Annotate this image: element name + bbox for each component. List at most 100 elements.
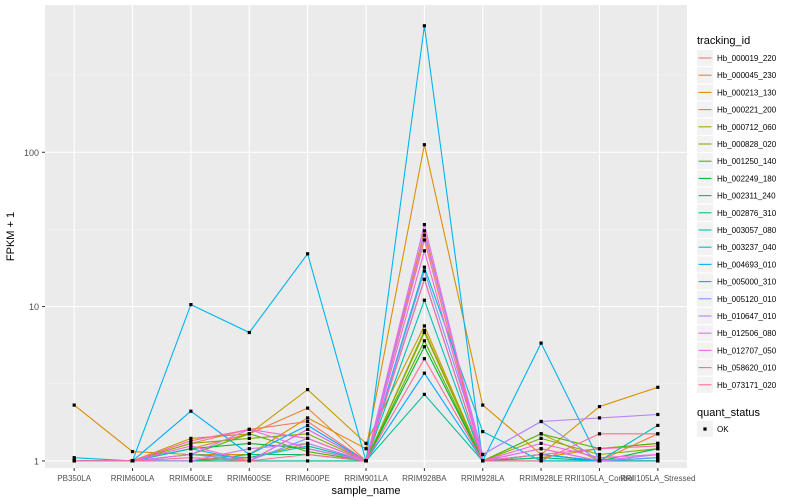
y-tick-label: 1 [34,456,39,466]
data-point [189,441,193,445]
data-point [130,459,135,463]
legend-label: Hb_073171_020 [717,381,777,390]
data-point [539,419,543,424]
data-point [539,436,543,440]
legend-label: Hb_000712_060 [717,123,777,132]
data-point [306,416,310,420]
data-point [656,441,660,445]
data-point [247,447,251,451]
data-point [422,265,426,269]
data-point [247,456,251,460]
data-point [481,459,485,463]
data-point [539,452,543,457]
data-point [364,459,368,463]
data-point [306,432,310,436]
data-point [306,441,310,445]
legend-label: Hb_000019_220 [717,54,777,63]
data-point [364,441,368,445]
data-point [597,405,602,409]
data-point [422,277,426,281]
data-point [72,459,76,463]
shape-legend-title: quant_status [697,407,760,419]
data-point [422,371,426,375]
data-point [189,409,193,413]
data-point [189,452,193,457]
data-point [656,459,660,463]
data-point [539,447,543,451]
x-tick-label: PB350LA [57,474,91,483]
data-point [422,233,426,237]
data-point [247,441,251,445]
x-tick-label: RRIM600SE [227,474,271,483]
data-point [306,450,310,454]
data-point [656,412,660,417]
data-point [306,436,310,440]
data-point [539,341,543,345]
legend-label: Hb_000828_020 [717,140,777,149]
data-point [422,330,426,335]
legend-title: tracking_id [697,35,750,47]
data-point [364,447,368,451]
data-point [422,249,426,253]
data-point [247,427,251,431]
data-points [72,24,660,463]
x-tick-label: RRII105LA_Stressed [620,474,695,483]
shape-legend-marker [703,427,707,431]
legend-label: Hb_058620_010 [717,364,777,373]
legend-label: Hb_001250_140 [717,157,777,166]
x-tick-label: RRII105LA_Control [565,474,635,483]
data-point [247,452,251,457]
legend-label: Hb_000045_230 [717,71,777,80]
data-point [481,430,485,434]
data-point [306,406,310,410]
legend: tracking_id Hb_000019_220 Hb_000045_230 Hb… [697,35,777,393]
data-point [189,459,193,463]
data-point [306,447,310,451]
data-point [656,447,660,451]
data-point [72,456,76,460]
data-point [539,432,543,436]
legend-label: Hb_002311_240 [717,192,776,201]
data-point [539,441,543,445]
data-point [656,385,660,389]
y-axis: 1 10 100 [24,148,45,466]
data-point [597,456,602,460]
data-point [539,459,543,463]
data-point [656,452,660,457]
data-point [422,339,426,343]
data-point [189,303,193,307]
x-tick-label: RRIM928LA [461,474,505,483]
data-point [247,432,251,436]
data-point [189,439,193,443]
data-point [481,403,485,407]
data-point [422,324,426,328]
x-tick-label: RRIM600LE [169,474,213,483]
legend-items: Hb_000019_220 Hb_000045_230 Hb_000213_130 H… [697,50,777,393]
data-point [306,388,310,392]
data-point [247,459,251,463]
legend-label: Hb_005000_310 [717,278,777,287]
legend-label: Hb_004693_010 [717,260,777,269]
data-point [656,423,660,427]
legend-label: Hb_000221_200 [717,106,777,115]
shape-legend: quant_status OK [697,407,760,437]
legend-label: Hb_003237_040 [717,243,777,252]
data-point [422,223,426,227]
x-axis: PB350LA RRIM600LA RRIM600LE RRIM600SE RRIM60… [57,468,695,483]
grid [45,5,687,468]
data-point [189,456,193,460]
y-tick-label: 10 [29,302,39,312]
data-point [422,328,426,333]
data-point [189,447,193,451]
data-point [422,24,426,28]
data-point [656,444,660,448]
data-point [189,444,193,448]
x-tick-label: RRIM600LA [111,474,155,483]
y-axis-label: FPKM + 1 [5,212,17,261]
x-tick-label: RRIM928LE [519,474,563,483]
data-point [422,238,426,242]
y-tick-label: 100 [24,148,39,158]
data-point [422,143,426,147]
legend-label: Hb_010647_010 [717,312,777,321]
